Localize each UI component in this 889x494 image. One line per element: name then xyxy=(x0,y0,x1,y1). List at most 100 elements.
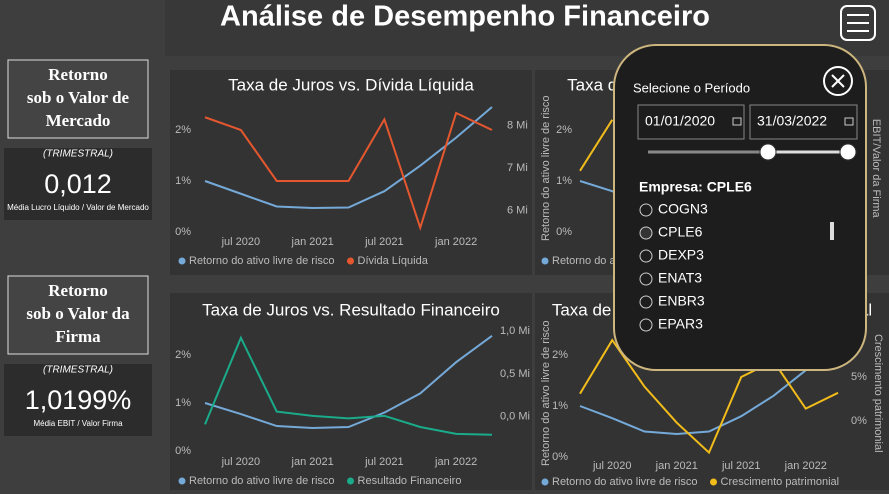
y-tick-label: 0% xyxy=(552,451,568,463)
x-tick-label: jan 2021 xyxy=(291,456,334,468)
legend-swatch xyxy=(347,477,355,485)
legend-label: Retorno do ativo livre de risco xyxy=(552,476,698,488)
y-tick-label: 0% xyxy=(556,226,572,238)
card-title: sob o Valor de xyxy=(27,88,130,107)
company-option[interactable]: EPAR3 xyxy=(639,316,703,332)
close-icon xyxy=(823,66,853,96)
chart-title: Taxa de Juros vs. Dívida Líquida xyxy=(228,75,474,94)
scrollbar[interactable] xyxy=(830,222,834,240)
y-tick-label: 1% xyxy=(175,175,191,187)
y2-tick-label: 8 Mi xyxy=(507,120,528,132)
x-tick-label: jul 2020 xyxy=(592,460,632,472)
y-tick-label: 1% xyxy=(552,400,568,412)
radio xyxy=(639,203,653,217)
panel-background xyxy=(170,70,532,275)
y2-tick-label: 7 Mi xyxy=(507,162,528,174)
y2-axis-label: EBIT/Valor da Firma xyxy=(870,119,882,219)
card-title: Retorno xyxy=(48,281,107,300)
chart-panel: Taxa de Juros vs. Crescimento patrimonia… xyxy=(535,293,889,490)
chart-title: Taxa de Juros vs. Resultado Financeiro xyxy=(202,300,500,319)
legend-swatch xyxy=(347,257,355,265)
calendar-icon xyxy=(844,117,854,126)
x-tick-label: jan 2021 xyxy=(291,236,334,248)
legend-label: Retorno do ativo livre de risco xyxy=(189,255,335,267)
y2-tick-label: 0,0 Mi xyxy=(500,411,530,423)
x-tick-label: jul 2021 xyxy=(364,456,404,468)
company-name: COGN3 xyxy=(658,201,708,217)
slider-knob[interactable] xyxy=(839,143,857,161)
company-label: Empresa: CPLE6 xyxy=(639,179,752,195)
close-button[interactable] xyxy=(823,66,853,96)
filter-button[interactable] xyxy=(840,5,876,41)
kpi-caption: Média EBIT / Valor Firma xyxy=(33,419,123,428)
kpi-value: 1,0199% xyxy=(25,385,132,415)
start-date[interactable] xyxy=(637,104,745,140)
card-title: Retorno xyxy=(48,65,107,84)
y-tick-label: 0% xyxy=(175,445,191,457)
y2-tick-label: 6 Mi xyxy=(507,205,528,217)
company-option[interactable]: COGN3 xyxy=(639,201,708,217)
kpi-box xyxy=(4,364,152,436)
x-tick-label: jul 2020 xyxy=(221,456,261,468)
company-name: CPLE6 xyxy=(658,224,703,240)
chart-panel: Taxa de Juros vs. Dívida Líquida 0% 1% 2% 6 … xyxy=(170,70,532,275)
company-option[interactable]: ENAT3 xyxy=(639,270,702,286)
filter-icon xyxy=(840,5,876,41)
y-tick-label: 2% xyxy=(556,124,572,136)
series-line xyxy=(579,119,614,172)
y2-tick-label: 0,5 Mi xyxy=(500,368,530,380)
radio xyxy=(639,249,653,263)
company-option[interactable]: CPLE6 xyxy=(639,224,703,240)
company-name: DEXP3 xyxy=(658,247,704,263)
kpi-caption: Média Lucro Líquido / Valor de Mercado xyxy=(7,203,149,212)
close-icon xyxy=(831,74,845,88)
y2-tick-label: 0% xyxy=(851,415,867,427)
series-line xyxy=(204,111,493,232)
kpi-box xyxy=(4,148,152,220)
x-tick-label: jan 2022 xyxy=(434,236,477,248)
cards: Retorno sob o Valor de Mercado (TRIMESTRAL)… xyxy=(4,59,152,436)
series-line xyxy=(204,334,493,429)
legend-label: Retorno do ativo livre de risco xyxy=(189,475,335,487)
panel-background xyxy=(170,293,532,490)
company-option[interactable]: ENBR3 xyxy=(639,293,705,309)
end-date[interactable] xyxy=(749,104,858,140)
x-tick-label: jul 2021 xyxy=(721,460,761,472)
company-name: EPAR3 xyxy=(658,316,703,332)
x-tick-label: jan 2021 xyxy=(655,460,698,472)
x-tick-label: jan 2022 xyxy=(434,456,477,468)
kpi-period: (TRIMESTRAL) xyxy=(43,365,113,376)
x-tick-label: jul 2020 xyxy=(221,236,261,248)
filter-panel: Selecione o Período 01/01/2020 31/03/202… xyxy=(613,44,867,371)
start-date-text: 01/01/2020 xyxy=(645,113,715,129)
y-axis-label: Retorno do ativo livre de risco xyxy=(540,95,552,241)
company-option[interactable]: DEXP3 xyxy=(639,247,704,263)
x-tick-label: jan 2022 xyxy=(784,460,827,472)
period-label: Selecione o Período xyxy=(633,80,750,95)
series-line xyxy=(204,106,493,210)
page-title: Análise de Desempenho Financeiro xyxy=(220,1,710,33)
end-date-text: 31/03/2022 xyxy=(757,113,827,129)
series-line xyxy=(579,333,839,436)
y-tick-label: 2% xyxy=(175,349,191,361)
slider-knob[interactable] xyxy=(759,143,777,161)
legend-swatch xyxy=(710,478,718,486)
legend-swatch xyxy=(541,478,549,486)
calendar-icon xyxy=(732,117,742,126)
legend-label: Dívida Líquida xyxy=(358,255,429,267)
y-tick-label: 2% xyxy=(552,349,568,361)
series-line xyxy=(204,335,493,436)
company-name: ENAT3 xyxy=(658,270,702,286)
card-title: Firma xyxy=(55,327,101,346)
company-name: ENBR3 xyxy=(658,293,705,309)
y2-tick-label: 5% xyxy=(851,371,867,383)
chart-panel: Taxa de Juros vs. Resultado Financeiro 0%… xyxy=(170,293,532,490)
legend-swatch xyxy=(178,257,186,265)
legend-label: Crescimento patrimonial xyxy=(721,476,840,488)
y-tick-label: 2% xyxy=(175,124,191,136)
y2-tick-label: 1,0 Mi xyxy=(500,325,530,337)
kpi-period: (TRIMESTRAL) xyxy=(43,149,113,160)
company-list: COGN3 CPLE6 DEXP3 ENAT3 ENBR3 EPAR3 xyxy=(639,201,708,332)
